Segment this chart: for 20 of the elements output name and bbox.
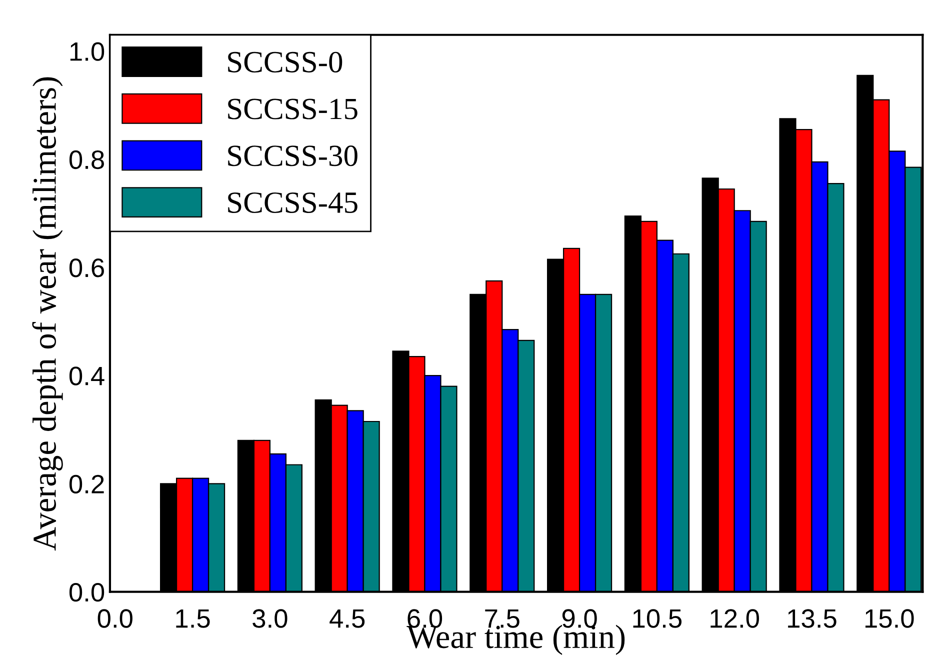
x-tick-label: 3.0 [252, 609, 288, 628]
y-tick-label: 0.2 [69, 474, 104, 494]
legend-label: SCCSS-0 [228, 52, 342, 72]
x-tick-label: 15.0 [865, 609, 914, 628]
x-tick-label: 10.5 [633, 609, 682, 628]
x-tick-label: 12.0 [710, 609, 759, 628]
y-tick-label: 0.4 [69, 366, 104, 386]
y-axis-title: Average depth of wear (milimeters) [32, 77, 63, 551]
x-tick-label: 4.5 [330, 609, 365, 628]
y-tick-label: 0.6 [69, 258, 104, 278]
y-tick-label: 0.0 [69, 582, 104, 602]
x-tick-label: 13.5 [788, 609, 836, 628]
x-tick-label: 0.0 [98, 609, 132, 628]
legend-label: SCCSS-45 [228, 192, 358, 213]
x-tick-label: 1.5 [176, 609, 210, 628]
y-tick-label: 1.0 [70, 42, 104, 61]
x-tick-label: 7.5 [485, 609, 520, 628]
legend-label: SCCSS-15 [228, 98, 358, 120]
y-tick-label: 0.8 [69, 150, 104, 170]
legend-label: SCCSS-30 [228, 146, 358, 166]
